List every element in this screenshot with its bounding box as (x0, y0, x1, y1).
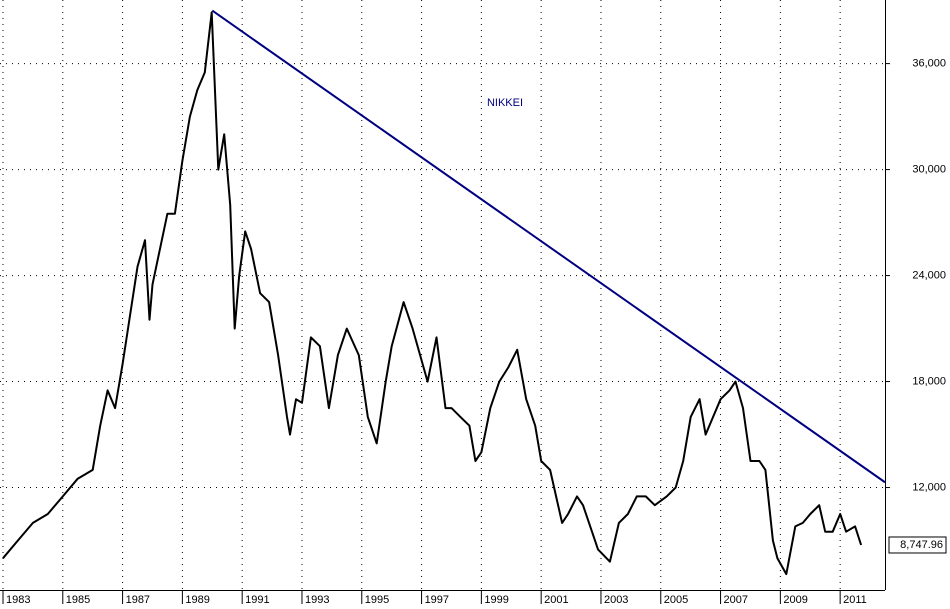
x-tick-label: 1989 (185, 594, 209, 606)
x-tick-label: 1999 (484, 594, 508, 606)
last-value-label: 8,747.96 (900, 539, 943, 551)
x-tick-label: 1991 (245, 594, 269, 606)
chart-title: NIKKEI (487, 97, 523, 109)
x-tick-label: 2001 (544, 594, 568, 606)
x-tick-label: 2005 (664, 594, 688, 606)
x-tick-label: 1995 (365, 594, 389, 606)
x-tick-label: 1987 (126, 594, 150, 606)
y-tick-label: 36,000 (912, 57, 946, 69)
price-line (2, 11, 863, 576)
x-tick-label: 2011 (843, 594, 867, 606)
x-tick-label: 1983 (6, 594, 30, 606)
x-tick-label: 1993 (305, 594, 329, 606)
x-tick-label: 2003 (604, 594, 628, 606)
x-tick-label: 2007 (724, 594, 748, 606)
y-tick-label: 30,000 (912, 163, 946, 175)
trendline (211, 9, 886, 484)
last-value-box (888, 536, 947, 554)
x-tick-label: 2009 (783, 594, 807, 606)
x-tick-label: 1997 (425, 594, 449, 606)
y-tick-label: 18,000 (912, 375, 946, 387)
y-tick-label: 12,000 (912, 481, 946, 493)
y-tick-label: 24,000 (912, 269, 946, 281)
x-tick-label: 1985 (66, 594, 90, 606)
